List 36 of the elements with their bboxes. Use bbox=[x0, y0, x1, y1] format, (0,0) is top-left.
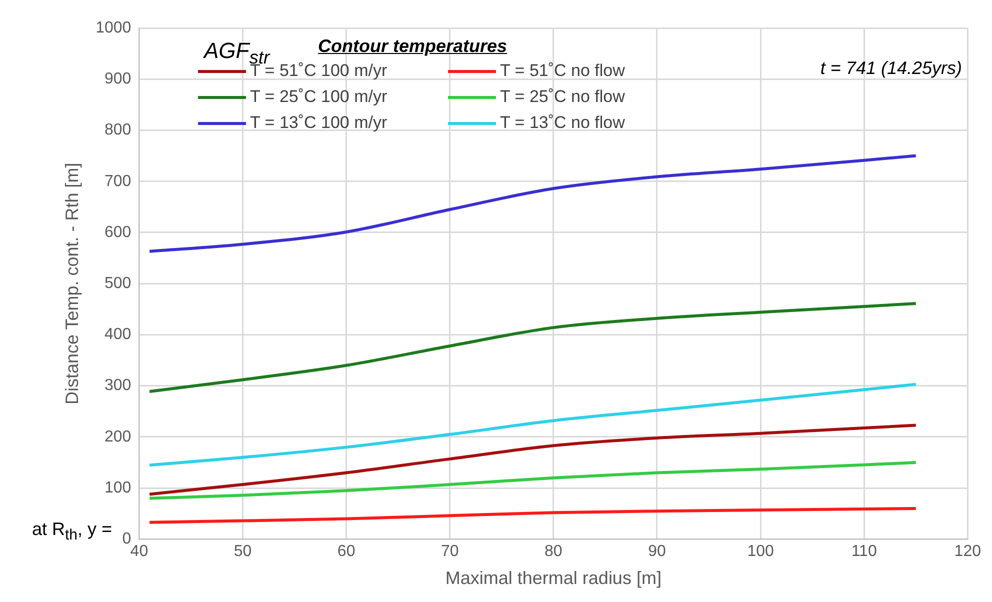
x-tick-label: 110 bbox=[851, 543, 877, 560]
legend-label: T = 13˚C 100 m/yr bbox=[250, 113, 388, 133]
x-tick-label: 60 bbox=[337, 543, 356, 560]
x-tick-label: 50 bbox=[234, 543, 252, 560]
y-tick-label: 500 bbox=[104, 275, 132, 292]
line-series bbox=[148, 461, 918, 500]
line-series bbox=[148, 424, 918, 496]
x-tick-label: 70 bbox=[440, 543, 459, 560]
x-tick-label: 80 bbox=[544, 543, 562, 560]
y-tick-label: 0 bbox=[122, 530, 132, 548]
y-tick-label: 200 bbox=[104, 428, 132, 446]
x-tick-label: 40 bbox=[130, 543, 148, 560]
y-tick-label: 600 bbox=[104, 224, 132, 241]
legend-title: Contour temperatures bbox=[318, 36, 508, 57]
y-axis-title: Distance Temp. cont. - Rth [m] bbox=[62, 162, 82, 404]
text: at R$_{th}$, y = bbox=[32, 519, 112, 544]
y-tick-label: 900 bbox=[104, 70, 132, 88]
legend-label: T = 51˚C no flow bbox=[500, 61, 625, 81]
y-tick-label: 300 bbox=[104, 377, 132, 394]
annotation: t = 741 (14.25yrs) bbox=[820, 58, 962, 79]
line-series bbox=[148, 382, 918, 467]
x-axis-title: Maximal thermal radius [m] bbox=[445, 568, 662, 588]
y-tick-label: 800 bbox=[104, 122, 132, 139]
y-tick-label: 700 bbox=[104, 172, 132, 190]
line-series bbox=[148, 154, 918, 253]
legend-label: T = 25˚C no flow bbox=[500, 87, 625, 107]
line-series bbox=[148, 507, 918, 524]
x-tick-label: 100 bbox=[747, 543, 774, 560]
line-series bbox=[148, 302, 918, 393]
y-tick-label: 400 bbox=[104, 326, 132, 344]
x-tick-label: 120 bbox=[954, 543, 982, 560]
legend-label: T = 13˚C no flow bbox=[500, 113, 625, 133]
legend-label: T = 25˚C 100 m/yr bbox=[250, 87, 388, 107]
y-tick-label: 1000 bbox=[96, 19, 132, 36]
x-tick-label: 90 bbox=[648, 543, 666, 560]
y-tick-label: 100 bbox=[104, 479, 132, 496]
